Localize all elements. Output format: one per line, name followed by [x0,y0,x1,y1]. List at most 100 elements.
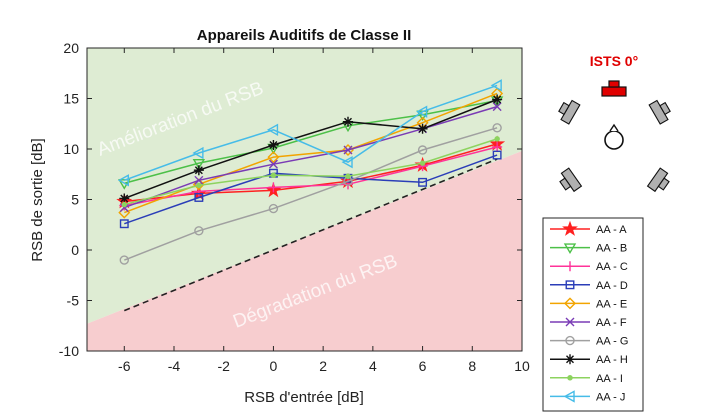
legend-swatch-marker [562,220,578,236]
x-tick-label: 0 [270,358,278,374]
speaker-front-right-icon [648,99,671,125]
legend-item: AA - H [550,354,628,366]
data-point [492,141,503,152]
data-point [192,146,204,160]
y-tick-label: 15 [63,91,79,107]
series-line [124,99,498,185]
data-point [119,255,129,265]
series-layer [116,79,506,265]
legend-swatch-marker [565,317,575,327]
data-point [492,150,502,160]
degradation-region [87,150,522,351]
x-tick-label: 10 [514,358,530,374]
data-point [267,151,280,164]
legend-label: AA - I [596,373,623,385]
legend-swatch-marker [565,261,575,272]
x-tick-label: 2 [319,358,327,374]
data-point [416,105,428,118]
legend-swatch-marker [563,390,575,403]
data-point [268,182,279,193]
data-point [196,182,202,189]
speaker-setup-diagram: ISTS 0° [558,53,671,193]
data-point [194,226,204,236]
data-point [117,174,129,187]
legend-label: AA - H [596,354,628,366]
legend-swatch-marker [565,280,575,290]
data-point [268,159,278,169]
x-tick-label: -6 [118,358,131,374]
speaker-rear-left-icon [559,167,583,193]
x-tick-label: -2 [217,358,230,374]
data-point [270,172,277,179]
series-aa-j [117,79,502,187]
listener-head-icon [604,123,624,150]
setup-label: ISTS 0° [590,53,638,69]
x-tick-label: 8 [468,358,476,374]
data-point [345,173,351,180]
y-tick-label: 20 [63,40,79,56]
data-point [194,193,204,202]
chart-title: Appareils Auditifs de Classe II [197,27,412,44]
legend-label: AA - F [596,317,627,329]
data-point [192,158,206,170]
data-point [343,145,353,155]
y-axis-label: RSB de sortie [dB] [29,138,46,261]
data-point [494,136,500,142]
data-point [268,203,279,214]
data-point [193,165,204,176]
data-point [417,145,428,155]
legend-swatch-marker [565,354,575,365]
legend-item: AA - G [550,336,628,348]
data-point [492,94,503,105]
legend-label: AA - E [596,298,627,310]
legend-box [542,217,644,412]
data-point [343,116,353,127]
legend-label: AA - C [596,261,628,273]
data-point [492,123,502,133]
legend-item: AA - A [550,220,627,236]
x-tick-label: 4 [369,358,377,374]
legend-item: AA - I [550,373,623,385]
data-point [418,177,428,187]
data-point [268,139,279,150]
legend-swatch-marker [565,335,575,346]
legend-swatch-marker [564,297,576,310]
series-aa-h [119,94,503,204]
legend-item: AA - F [550,317,627,329]
legend-item: AA - C [550,261,628,273]
series-line [124,84,498,182]
legend-label: AA - B [596,243,627,255]
legend-label: AA - J [596,391,625,403]
data-point [490,79,502,92]
data-point [419,160,426,166]
front-speaker-icon [601,80,627,97]
y-tick-label: -10 [59,343,79,359]
y-tick-label: 0 [71,242,79,258]
series-line [124,138,498,206]
legend-item: AA - D [550,280,628,292]
legend-swatch-marker [563,243,577,254]
legend-label: AA - G [596,336,628,348]
data-point [119,219,129,229]
data-point [266,123,279,136]
series-line [124,98,498,200]
legend-item: AA - E [550,297,627,310]
speaker-rear-right-icon [646,167,670,193]
series-line [124,105,498,209]
legend-swatch-marker [567,375,573,381]
legend-label: AA - A [596,224,627,236]
data-point [121,201,128,208]
ticks-layer: -6 -4 -2 0 2 4 6 8 10 -10 -5 0 5 10 15 20 [59,40,530,374]
y-tick-label: 10 [63,141,79,157]
series-aa-i [121,136,500,208]
data-point [119,193,130,204]
legend-item: AA - B [550,243,627,255]
data-point [194,175,204,185]
data-point [492,102,502,112]
x-axis-label: RSB d'entrée [dB] [244,389,364,406]
reference-line [123,158,498,312]
data-point [417,123,428,134]
legend-label: AA - D [596,280,628,292]
y-tick-label: -5 [67,293,80,309]
